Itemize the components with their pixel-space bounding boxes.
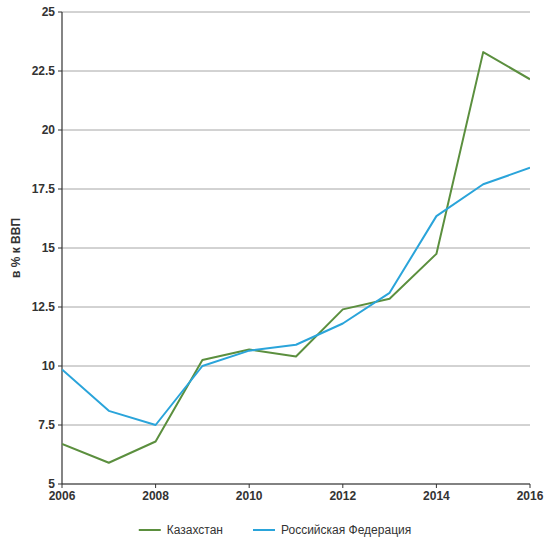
grid-line (62, 425, 530, 426)
grid-line (62, 248, 530, 249)
grid-line (62, 130, 530, 131)
x-tick-label: 2006 (49, 489, 76, 503)
y-tick-label: 12.5 (32, 300, 56, 314)
grid-line (62, 484, 530, 485)
x-tick-label: 2014 (423, 489, 450, 503)
grid-line (62, 71, 530, 72)
y-tick-label: 7.5 (38, 418, 55, 432)
y-axis-label: в % к ВВП (9, 218, 23, 278)
chart: 57.51012.51517.52022.5252006200820102012… (0, 0, 550, 545)
x-tick-label: 2010 (236, 489, 263, 503)
legend: Казахстан Российская Федерация (139, 523, 411, 537)
x-tick-label: 2008 (142, 489, 169, 503)
legend-label: Российская Федерация (281, 523, 411, 537)
x-tick-label: 2016 (517, 489, 544, 503)
y-tick-label: 25 (42, 5, 56, 19)
grid-line (62, 307, 530, 308)
x-tick-label: 2012 (329, 489, 356, 503)
grid-line (62, 189, 530, 190)
legend-swatch (139, 529, 161, 531)
y-tick-label: 15 (42, 241, 56, 255)
y-tick-label: 17.5 (32, 182, 56, 196)
x-axis (62, 483, 530, 484)
legend-swatch (253, 529, 275, 531)
y-axis (61, 12, 62, 484)
y-tick-label: 22.5 (32, 64, 56, 78)
grid-line (62, 12, 530, 13)
y-tick-label: 10 (42, 359, 56, 373)
y-tick-label: 20 (42, 123, 56, 137)
series-line (62, 52, 530, 463)
series-line (62, 168, 530, 425)
grid-line (62, 366, 530, 367)
plot-area (62, 52, 530, 463)
legend-label: Казахстан (167, 523, 223, 537)
